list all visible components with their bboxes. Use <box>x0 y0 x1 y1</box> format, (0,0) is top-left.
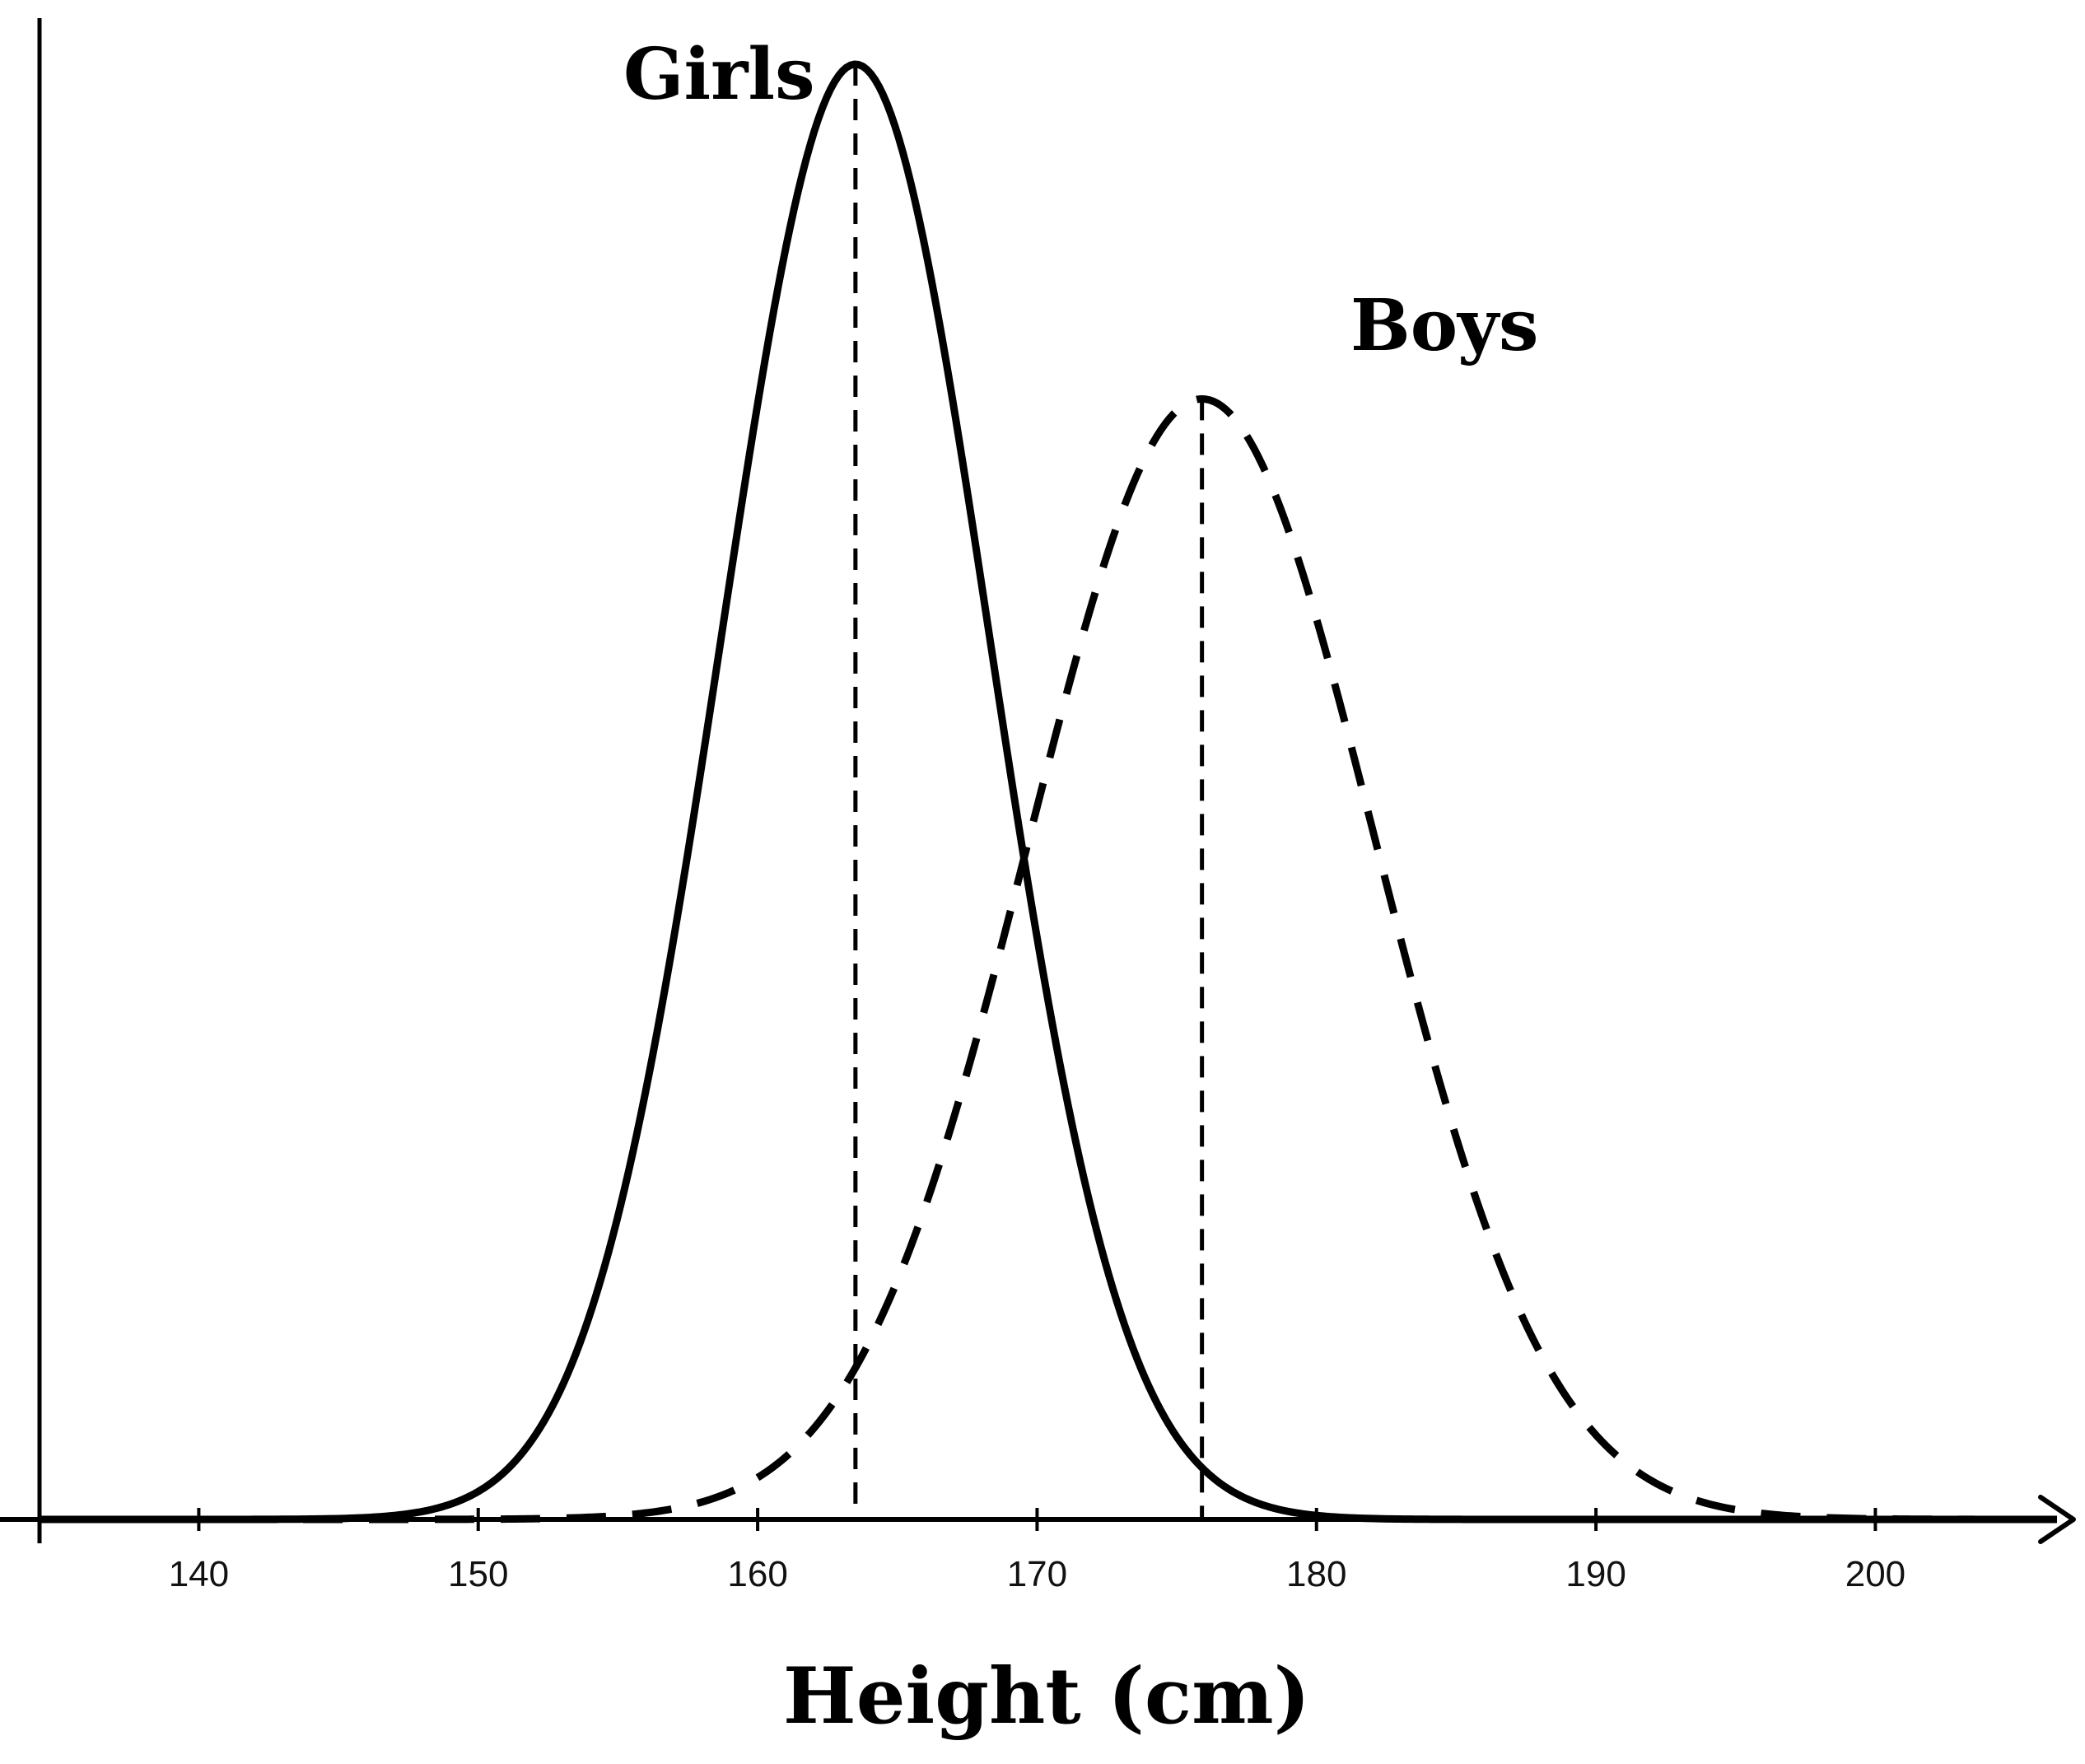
x-tick-label: 160 <box>727 1554 787 1594</box>
curves <box>40 60 2057 1524</box>
x-axis-arrow <box>2038 1495 2076 1544</box>
x-tick-label: 140 <box>169 1554 229 1594</box>
x-tick-label: 150 <box>448 1554 508 1594</box>
x-ticks: 140 150 160 170 180 190 200 <box>169 1508 1905 1594</box>
x-tick-label: 200 <box>1845 1554 1905 1594</box>
x-axis-title: Height (cm) <box>783 1651 1310 1742</box>
series-label-girls: Girls <box>623 33 815 116</box>
curve-girls <box>40 60 2057 1524</box>
mean-lines <box>853 64 1205 1519</box>
series-label-boys: Boys <box>1350 284 1538 367</box>
x-tick-label: 190 <box>1565 1554 1626 1594</box>
x-tick-label: 170 <box>1007 1554 1067 1594</box>
curve-boys <box>40 394 2057 1524</box>
x-tick-label: 180 <box>1286 1554 1346 1594</box>
